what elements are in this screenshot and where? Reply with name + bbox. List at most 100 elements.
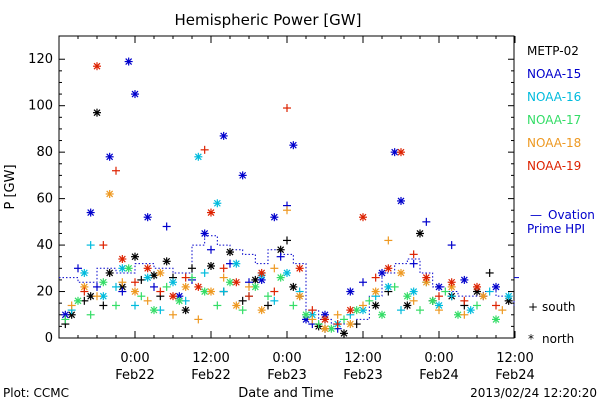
north-marker: [276, 273, 285, 282]
north-marker: [74, 296, 82, 305]
south-marker: [93, 292, 101, 301]
south-marker: [270, 264, 279, 273]
north-marker: [156, 268, 165, 277]
south-marker: [492, 301, 500, 310]
south-marker: [131, 301, 139, 310]
north-marker: [207, 287, 215, 296]
south-marker: [365, 296, 374, 305]
north-marker: [454, 310, 462, 319]
north-marker: [346, 320, 355, 329]
legend-entry-noaa-19: NOAA-19: [527, 159, 581, 173]
north-marker: [200, 229, 209, 238]
south-marker: [283, 104, 291, 113]
north-marker: [194, 152, 203, 161]
legend-ovation-dash: —: [530, 208, 542, 222]
south-marker: [188, 264, 196, 273]
south-marker: [86, 241, 95, 250]
south-marker: [67, 301, 76, 310]
north-marker: [371, 301, 380, 310]
south-marker: [112, 301, 120, 310]
x-tick-time-label: 12:00: [192, 351, 229, 366]
north-marker: [384, 264, 393, 273]
x-axis-label: Date and Time: [238, 386, 334, 400]
south-marker: [99, 241, 108, 250]
legend-ovation-line2: Prime HPI: [527, 222, 585, 236]
north-marker: [409, 287, 418, 296]
x-tick-time-label: 0:00: [272, 351, 301, 366]
north-marker: [150, 271, 158, 280]
north-marker: [93, 108, 101, 117]
legend-north-label: north: [542, 332, 574, 346]
north-marker: [118, 255, 127, 264]
south-marker: [314, 320, 323, 329]
south-marker: [162, 222, 171, 231]
legend-entry-noaa-15: NOAA-15: [527, 67, 581, 81]
legend-entry-noaa-16: NOAA-16: [527, 90, 581, 104]
legend-entry-metp-02: METP-02: [527, 44, 579, 58]
south-marker: [498, 306, 507, 315]
x-tick-date-label: Feb24: [495, 368, 535, 383]
north-marker: [131, 90, 139, 99]
south-marker: [61, 315, 70, 324]
south-marker: [283, 206, 291, 215]
north-marker: [124, 264, 133, 273]
south-marker: [422, 217, 431, 226]
south-marker: [409, 250, 418, 259]
north-marker: [295, 292, 304, 301]
north-marker: [131, 252, 139, 261]
north-marker: [492, 282, 500, 291]
south-marker: [435, 292, 443, 301]
south-marker: [118, 278, 127, 287]
y-tick-label: 0: [45, 331, 53, 346]
south-marker: [384, 236, 393, 245]
x-tick-date-label: Feb23: [343, 368, 383, 383]
north-marker: [371, 287, 380, 296]
south-marker: [200, 145, 209, 154]
north-marker: [251, 282, 260, 291]
data-points: [61, 57, 513, 338]
north-marker: [219, 131, 228, 140]
north-marker: [378, 268, 386, 277]
north-marker: [105, 152, 114, 161]
ovation-prime-hpi-line: [59, 235, 519, 325]
north-marker: [384, 282, 393, 291]
south-marker: [359, 278, 367, 287]
north-marker: [143, 213, 152, 222]
south-marker: [276, 252, 285, 261]
south-marker: [308, 306, 317, 315]
north-marker: [302, 310, 310, 319]
north-marker: [428, 296, 437, 305]
south-marker: [264, 301, 272, 310]
north-marker: [416, 229, 424, 238]
south-marker: [219, 287, 228, 296]
legend-entry-noaa-18: NOAA-18: [527, 136, 581, 150]
south-marker: [447, 241, 456, 250]
north-marker: [150, 306, 158, 315]
north-marker: [479, 292, 488, 301]
north-marker: [143, 264, 152, 273]
south-marker: [131, 278, 139, 287]
legend-entry-noaa-17: NOAA-17: [527, 113, 581, 127]
south-marker: [371, 273, 380, 282]
north-marker: [473, 282, 481, 291]
north-marker: [175, 296, 184, 305]
south-marker: [485, 287, 494, 296]
north-marker: [162, 257, 171, 266]
north-marker: [169, 278, 177, 287]
south-marker: [333, 310, 342, 319]
south-marker: [162, 282, 171, 291]
north-marker: [238, 171, 247, 180]
legend-north-symbol: *: [528, 332, 534, 346]
north-marker: [169, 292, 177, 301]
south-marker: [219, 264, 228, 273]
south-marker: [112, 282, 120, 291]
south-marker: [416, 306, 424, 315]
south-marker: [150, 282, 158, 291]
south-marker: [397, 306, 405, 315]
north-marker: [403, 301, 412, 310]
south-marker: [181, 273, 190, 282]
north-marker: [80, 268, 89, 277]
south-marker: [441, 287, 450, 296]
north-marker: [232, 259, 241, 268]
south-marker: [200, 268, 209, 277]
